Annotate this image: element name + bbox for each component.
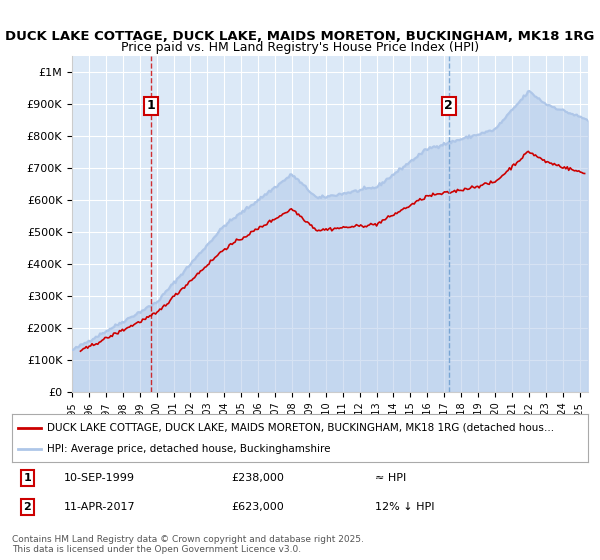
Text: 2: 2 xyxy=(445,99,453,112)
Text: DUCK LAKE COTTAGE, DUCK LAKE, MAIDS MORETON, BUCKINGHAM, MK18 1RG: DUCK LAKE COTTAGE, DUCK LAKE, MAIDS MORE… xyxy=(5,30,595,43)
Text: £623,000: £623,000 xyxy=(231,502,284,512)
Text: Price paid vs. HM Land Registry's House Price Index (HPI): Price paid vs. HM Land Registry's House … xyxy=(121,41,479,54)
Text: 1: 1 xyxy=(147,99,156,112)
Text: HPI: Average price, detached house, Buckinghamshire: HPI: Average price, detached house, Buck… xyxy=(47,444,330,454)
Text: ≈ HPI: ≈ HPI xyxy=(375,473,406,483)
Text: 10-SEP-1999: 10-SEP-1999 xyxy=(64,473,135,483)
Text: 11-APR-2017: 11-APR-2017 xyxy=(64,502,136,512)
Text: 1: 1 xyxy=(23,473,31,483)
Text: Contains HM Land Registry data © Crown copyright and database right 2025.
This d: Contains HM Land Registry data © Crown c… xyxy=(12,535,364,554)
Text: 2: 2 xyxy=(23,502,31,512)
Text: DUCK LAKE COTTAGE, DUCK LAKE, MAIDS MORETON, BUCKINGHAM, MK18 1RG (detached hous: DUCK LAKE COTTAGE, DUCK LAKE, MAIDS MORE… xyxy=(47,423,554,433)
Text: 12% ↓ HPI: 12% ↓ HPI xyxy=(375,502,434,512)
Text: £238,000: £238,000 xyxy=(231,473,284,483)
